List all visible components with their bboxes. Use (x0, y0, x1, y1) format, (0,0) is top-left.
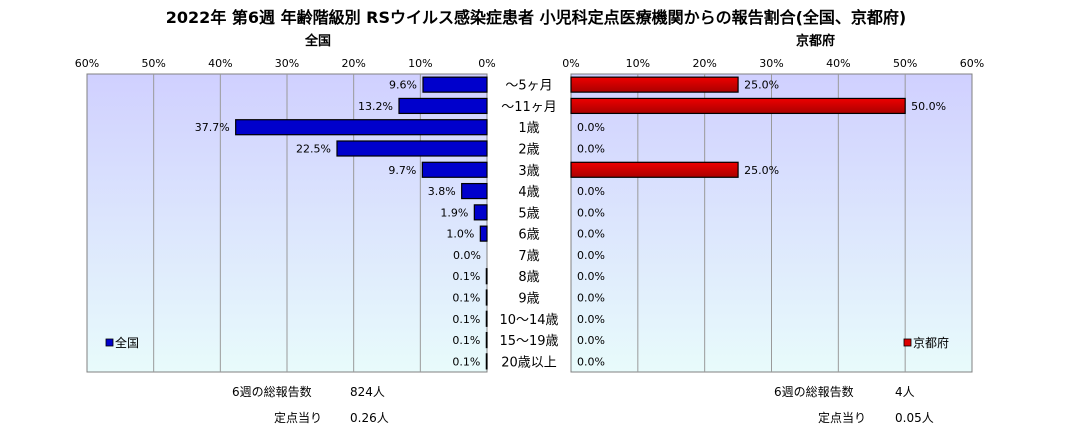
left-bar (485, 268, 488, 285)
left-chart-subtitle: 全国 (305, 34, 332, 49)
left-tick-label: 60% (75, 57, 99, 70)
category-label: 20歳以上 (501, 355, 557, 370)
right-per-value: 0.05人 (895, 411, 934, 425)
right-data-label: 25.0% (744, 164, 779, 177)
right-data-label: 0.0% (577, 206, 605, 219)
right-total-value: 4人 (895, 385, 915, 399)
left-data-label: 1.0% (446, 228, 474, 241)
category-label: 5歳 (518, 206, 539, 221)
right-tick-label: 50% (893, 57, 917, 70)
left-bar (336, 140, 488, 157)
left-tick-label: 50% (141, 57, 165, 70)
right-tick-label: 60% (960, 57, 984, 70)
category-label: 4歳 (518, 185, 539, 200)
right-data-label: 0.0% (577, 270, 605, 283)
category-label: 2歳 (518, 143, 539, 158)
left-legend-label: 全国 (115, 335, 139, 350)
left-data-label: 3.8% (428, 185, 456, 198)
left-data-label: 37.7% (195, 121, 230, 134)
right-bar (570, 76, 739, 93)
right-data-label: 50.0% (911, 100, 946, 113)
left-data-label: 0.0% (453, 249, 481, 262)
right-bar (570, 161, 739, 178)
left-bar (473, 204, 488, 221)
left-bar (485, 289, 488, 306)
right-tick-label: 30% (759, 57, 783, 70)
right-tick-label: 0% (562, 57, 579, 70)
left-bar (422, 76, 488, 93)
left-data-label: 13.2% (358, 100, 393, 113)
left-bar (461, 182, 488, 200)
left-data-label: 22.5% (296, 143, 331, 156)
right-data-label: 0.0% (577, 292, 605, 305)
right-data-label: 0.0% (577, 228, 605, 241)
left-data-label: 9.7% (388, 164, 416, 177)
category-label: 1歳 (518, 121, 539, 136)
category-label: 6歳 (518, 228, 539, 243)
left-tick-label: 30% (275, 57, 299, 70)
left-tick-label: 40% (208, 57, 232, 70)
left-bar (398, 97, 488, 115)
left-data-label: 0.1% (452, 292, 480, 305)
category-label: 15～19歳 (499, 334, 558, 349)
left-total-label: 6週の総報告数 (232, 385, 312, 399)
right-data-label: 0.0% (577, 249, 605, 262)
right-data-label: 0.0% (577, 121, 605, 134)
category-label: 10～14歳 (499, 313, 558, 328)
right-total-label: 6週の総報告数 (774, 385, 854, 399)
category-label: 8歳 (518, 270, 539, 285)
right-tick-label: 20% (692, 57, 716, 70)
left-bar (485, 331, 488, 349)
right-legend-label: 京都府 (913, 335, 949, 350)
left-bar (479, 225, 488, 242)
left-data-label: 0.1% (452, 355, 480, 368)
left-legend-swatch (105, 338, 114, 347)
category-label: ～5ヶ月 (505, 79, 552, 94)
left-data-label: 0.1% (452, 313, 480, 326)
right-data-label: 0.0% (577, 355, 605, 368)
left-tick-label: 10% (408, 57, 432, 70)
chart-title: 2022年 第6週 年齢階級別 RSウイルス感染症患者 小児科定点医療機関からの… (165, 8, 907, 27)
left-data-label: 9.6% (389, 79, 417, 92)
left-bar (421, 161, 488, 178)
category-label: 3歳 (518, 164, 539, 179)
left-bar (235, 119, 488, 136)
right-data-label: 0.0% (577, 334, 605, 347)
left-tick-label: 20% (341, 57, 365, 70)
right-legend-swatch (903, 338, 912, 347)
right-chart-subtitle: 京都府 (796, 34, 836, 49)
category-label: 9歳 (518, 292, 539, 307)
right-tick-label: 10% (626, 57, 650, 70)
left-total-value: 824人 (350, 385, 385, 399)
category-label: ～11ヶ月 (501, 100, 557, 115)
left-per-label: 定点当り (274, 411, 323, 425)
left-per-value: 0.26人 (350, 411, 389, 425)
right-data-label: 25.0% (744, 79, 779, 92)
left-data-label: 0.1% (452, 334, 480, 347)
left-tick-label: 0% (478, 57, 495, 70)
category-label: 7歳 (518, 249, 539, 264)
right-data-label: 0.0% (577, 313, 605, 326)
right-per-label: 定点当り (818, 411, 867, 425)
right-tick-label: 40% (826, 57, 850, 70)
left-data-label: 0.1% (452, 270, 480, 283)
right-data-label: 0.0% (577, 143, 605, 156)
left-bar (485, 310, 488, 327)
right-data-label: 0.0% (577, 185, 605, 198)
left-bar (485, 353, 488, 370)
left-data-label: 1.9% (440, 206, 468, 219)
right-bar (570, 97, 906, 115)
